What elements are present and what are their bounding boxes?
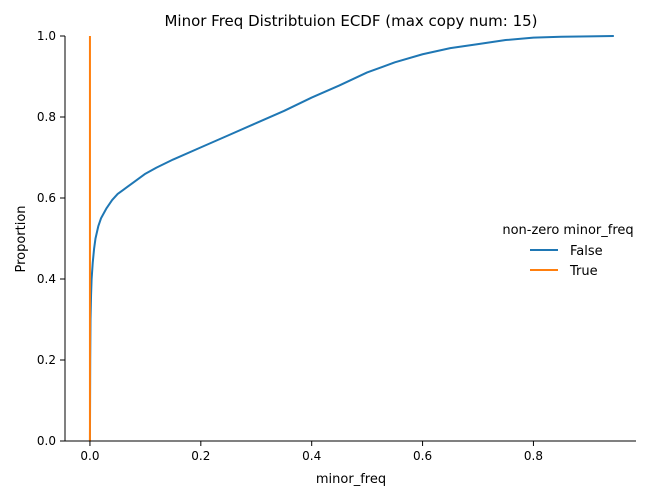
x-tick-label: 0.6	[413, 449, 432, 463]
legend-label-false: False	[570, 244, 603, 259]
x-tick-label: 0.0	[80, 449, 99, 463]
legend-title: non-zero minor_freq	[502, 223, 633, 238]
x-axis-label: minor_freq	[316, 472, 386, 487]
legend: non-zero minor_freq False True	[502, 223, 633, 279]
y-tick-label: 0.4	[37, 272, 56, 286]
y-tick-label: 0.8	[37, 110, 56, 124]
x-tick-label: 0.4	[302, 449, 321, 463]
y-tick-label: 0.0	[37, 434, 56, 448]
plot-area	[88, 35, 614, 442]
x-tick-label: 0.8	[524, 449, 543, 463]
y-axis-label: Proportion	[14, 205, 29, 272]
y-tick-label: 0.2	[37, 353, 56, 367]
y-tick-label: 1.0	[37, 29, 56, 43]
y-tick-label: 0.6	[37, 191, 56, 205]
series-line-false	[88, 35, 614, 442]
legend-label-true: True	[569, 264, 598, 279]
y-axis-ticks: 0.0 0.2 0.4 0.6 0.8 1.0	[37, 29, 65, 448]
x-axis-ticks: 0.0 0.2 0.4 0.6 0.8	[80, 441, 543, 463]
chart-title: Minor Freq Distribtuion ECDF (max copy n…	[164, 12, 537, 30]
x-tick-label: 0.2	[191, 449, 210, 463]
